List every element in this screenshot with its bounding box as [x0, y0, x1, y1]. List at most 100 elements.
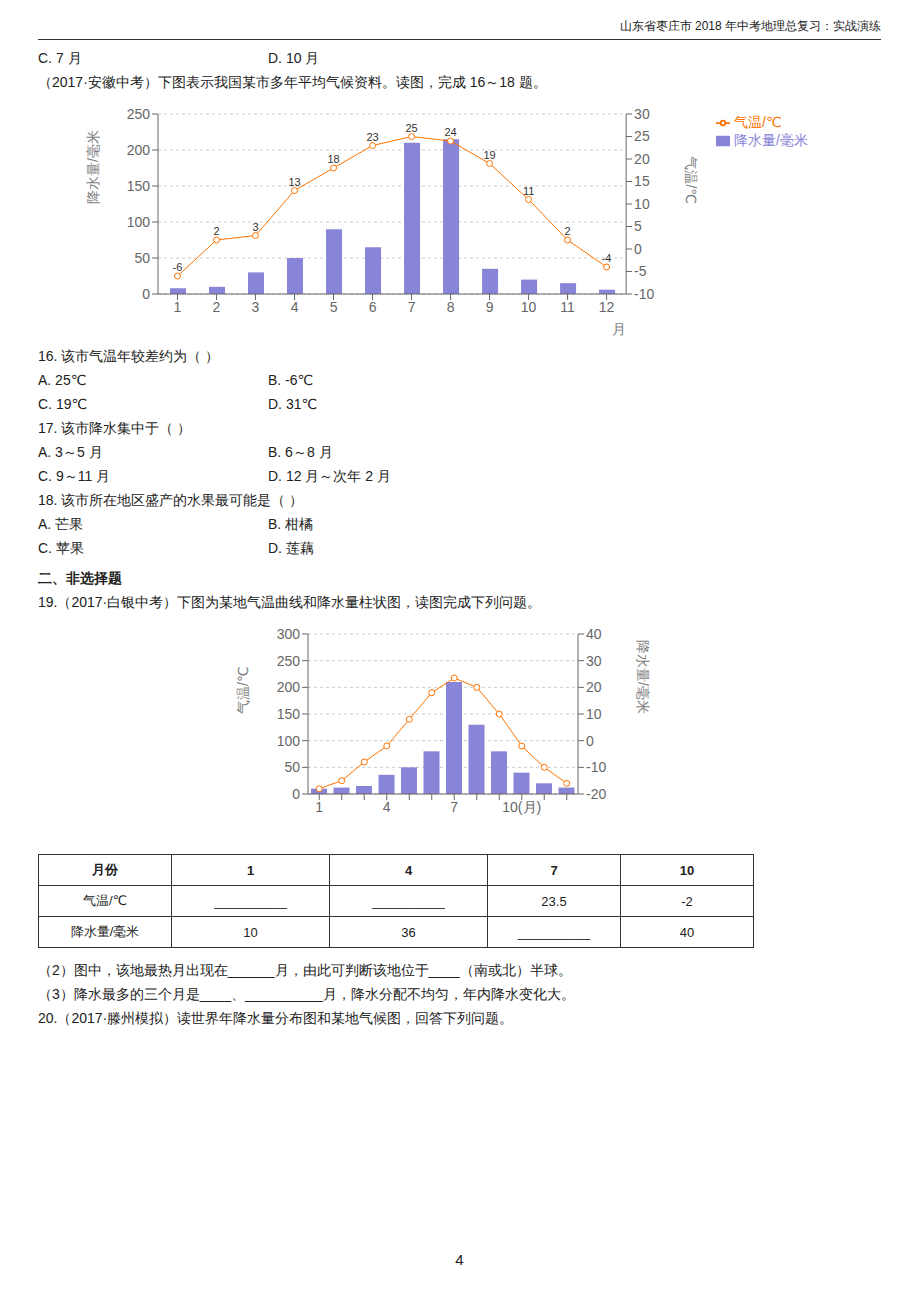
svg-text:4: 4 [291, 299, 299, 315]
html-text:D. 31℃: D. 31℃ [268, 396, 318, 412]
svg-text:200: 200 [277, 679, 301, 695]
html-text:1: 1 [246, 862, 255, 878]
svg-text:2: 2 [565, 225, 571, 237]
svg-text:40: 40 [586, 626, 602, 642]
svg-text:18: 18 [327, 153, 339, 165]
svg-text:月: 月 [612, 321, 626, 337]
svg-text:-6: -6 [173, 261, 183, 273]
svg-text:2: 2 [213, 225, 219, 237]
svg-text:15: 15 [634, 173, 650, 189]
html-text:（3）降水最多的三个月是____、__________月，降: （3）降水最多的三个月是____、__________月，降水分配不均匀，年内降… [38, 986, 575, 1002]
svg-text:10: 10 [634, 196, 650, 212]
html-text:10: 10 [679, 862, 695, 878]
html-text:A. 25℃: A. 25℃ [38, 372, 87, 388]
svg-text:23: 23 [366, 131, 378, 143]
html-text:17. 该市降水集中于（ ）: 17. 该市降水集中于（ ） [38, 420, 192, 436]
html-text:C. 19℃: C. 19℃ [38, 396, 88, 412]
svg-text:-4: -4 [602, 252, 612, 264]
html-text:月份: 月份 [92, 862, 118, 877]
html-text:D. 12 月～次年 2 月: D. 12 月～次年 2 月 [268, 468, 391, 484]
svg-text:50: 50 [284, 759, 300, 775]
html-text:气温/℃: 气温/℃ [82, 893, 128, 908]
html-text:4: 4 [404, 862, 413, 878]
svg-text:-20: -20 [586, 786, 606, 802]
svg-text:气温/℃: 气温/℃ [683, 156, 699, 204]
svg-text:8: 8 [447, 299, 455, 315]
html-text:B. 6～8 月: B. 6～8 月 [268, 444, 333, 460]
svg-text:气温/℃: 气温/℃ [235, 666, 251, 714]
svg-text:-10: -10 [586, 759, 606, 775]
svg-text:3: 3 [252, 299, 260, 315]
html-text:20.（2017·滕州模拟）读世界年降水量分布图和某地气候图: 20.（2017·滕州模拟）读世界年降水量分布图和某地气候图，回答下列问题。 [38, 1010, 514, 1026]
svg-text:11: 11 [523, 185, 534, 197]
svg-text:12: 12 [599, 299, 615, 315]
svg-text:11: 11 [560, 299, 575, 315]
svg-text:4: 4 [383, 799, 391, 815]
html-text:C. 9～11 月: C. 9～11 月 [38, 468, 111, 484]
svg-text:100: 100 [277, 733, 301, 749]
svg-text:2: 2 [213, 299, 221, 315]
html-text:A. 芒果: A. 芒果 [38, 516, 84, 532]
svg-text:降水量/毫米: 降水量/毫米 [85, 130, 101, 204]
html-text:二、非选择题: 二、非选择题 [38, 570, 122, 586]
html-text:10: 10 [243, 924, 258, 940]
svg-text:100: 100 [127, 214, 151, 230]
svg-text:20: 20 [586, 679, 602, 695]
svg-text:25: 25 [405, 122, 417, 134]
svg-text:300: 300 [277, 626, 301, 642]
svg-text:50: 50 [134, 250, 150, 266]
svg-text:降水量/毫米: 降水量/毫米 [635, 640, 651, 714]
svg-text:150: 150 [127, 178, 151, 194]
svg-text:19: 19 [483, 149, 495, 161]
svg-text:200: 200 [127, 142, 151, 158]
html-text:山东省枣庄市 2018 年中考地理总复习：实战演练: 山东省枣庄市 2018 年中考地理总复习：实战演练 [619, 19, 881, 33]
svg-text:10(月): 10(月) [502, 799, 541, 815]
svg-text:0: 0 [634, 241, 642, 257]
svg-text:250: 250 [277, 653, 301, 669]
html-text:D. 10 月: D. 10 月 [268, 50, 320, 66]
html-text:降水量/毫米: 降水量/毫米 [70, 924, 140, 939]
html-text:-2: -2 [681, 893, 693, 909]
html-text:19.（2017·白银中考）下图为某地气温曲线和降水量柱状图: 19.（2017·白银中考）下图为某地气温曲线和降水量柱状图，读图完成下列问题。 [38, 594, 542, 610]
html-text:降水量/毫米: 降水量/毫米 [734, 132, 808, 148]
svg-text:9: 9 [486, 299, 494, 315]
svg-text:0: 0 [586, 733, 594, 749]
html-text:18. 该市所在地区盛产的水果最可能是（ ）: 18. 该市所在地区盛产的水果最可能是（ ） [38, 492, 304, 508]
html-text:36: 36 [401, 924, 416, 940]
svg-text:150: 150 [277, 706, 301, 722]
svg-text:6: 6 [369, 299, 377, 315]
svg-text:0: 0 [142, 286, 150, 302]
svg-text:5: 5 [634, 218, 642, 234]
html-text:C. 7 月: C. 7 月 [38, 50, 82, 66]
svg-text:-10: -10 [634, 286, 654, 302]
html-text:D. 莲藕: D. 莲藕 [268, 540, 314, 556]
svg-text:7: 7 [450, 799, 458, 815]
html-text:B. -6℃: B. -6℃ [268, 372, 314, 388]
svg-text:0: 0 [292, 786, 300, 802]
svg-text:13: 13 [288, 176, 300, 188]
svg-text:25: 25 [634, 128, 650, 144]
svg-text:30: 30 [586, 653, 602, 669]
svg-text:10: 10 [586, 706, 602, 722]
html-text:40: 40 [679, 924, 695, 940]
html-text:16. 该市气温年较差约为（ ）: 16. 该市气温年较差约为（ ） [38, 348, 220, 364]
svg-text:3: 3 [252, 221, 258, 233]
svg-text:24: 24 [444, 126, 456, 138]
html-text:4: 4 [455, 1251, 464, 1268]
svg-text:250: 250 [127, 106, 151, 122]
svg-text:-5: -5 [634, 263, 647, 279]
html-text:A. 3～5 月: A. 3～5 月 [38, 444, 103, 460]
svg-text:5: 5 [330, 299, 338, 315]
svg-text:1: 1 [315, 799, 323, 815]
svg-text:20: 20 [634, 151, 650, 167]
html-text:（2）图中，该地最热月出现在______月，由此可判断该地位: （2）图中，该地最热月出现在______月，由此可判断该地位于____（南或北）… [38, 962, 572, 978]
svg-text:1: 1 [174, 299, 182, 315]
svg-text:10: 10 [521, 299, 537, 315]
html-text:C. 苹果: C. 苹果 [38, 540, 84, 556]
html-text:23.5: 23.5 [541, 893, 567, 909]
html-text:（2017·安徽中考）下图表示我国某市多年平均气候资料。读图: （2017·安徽中考）下图表示我国某市多年平均气候资料。读图，完成 16～18 … [38, 74, 547, 90]
svg-text:7: 7 [408, 299, 416, 315]
svg-text:30: 30 [634, 106, 650, 122]
html-text:气温/℃: 气温/℃ [734, 114, 782, 130]
html-text:B. 柑橘: B. 柑橘 [268, 516, 314, 532]
